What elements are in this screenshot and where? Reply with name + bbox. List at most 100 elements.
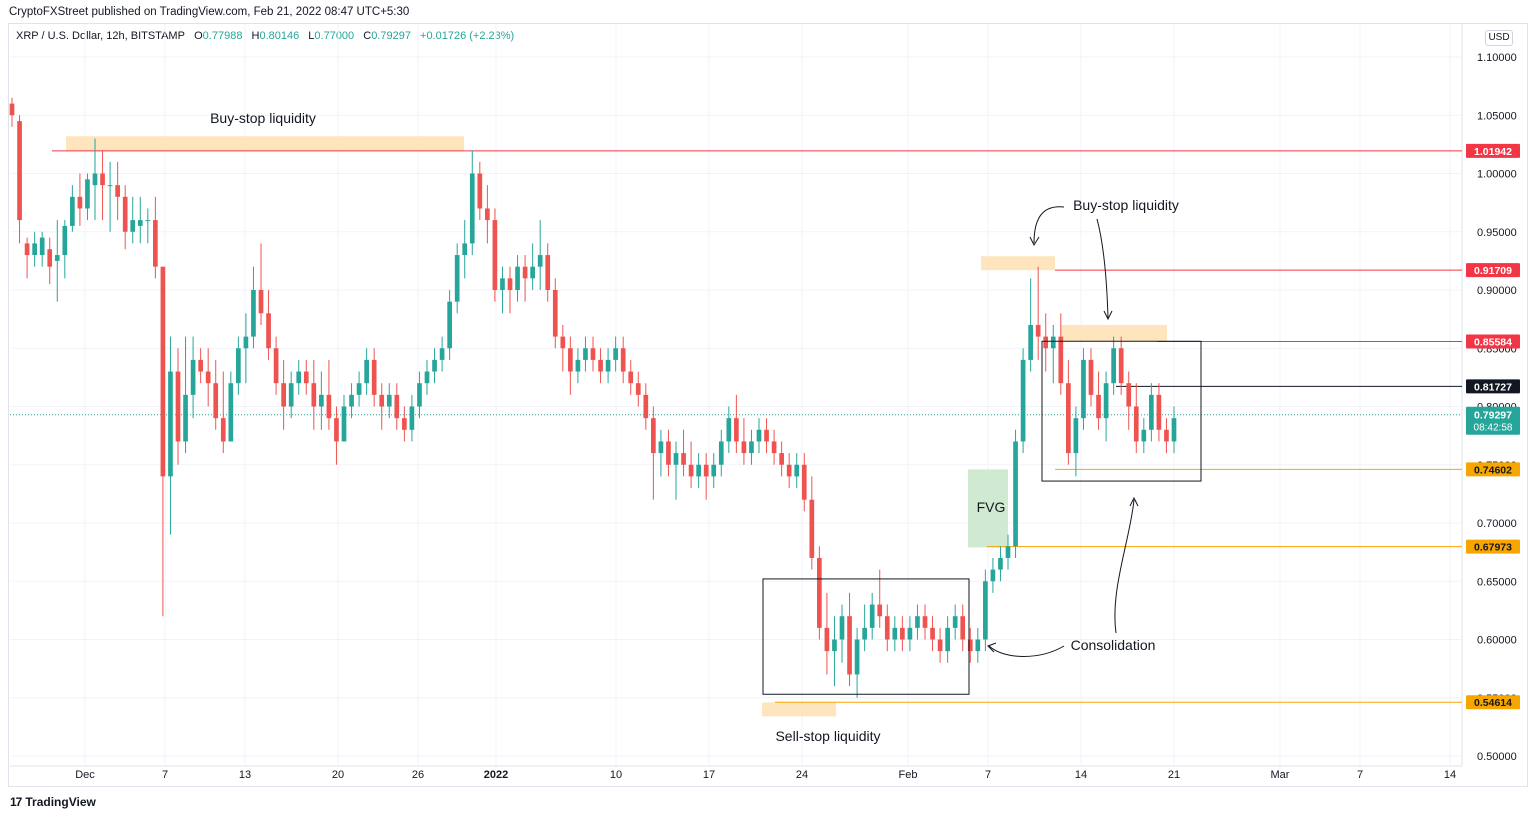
candle-body — [1126, 383, 1132, 407]
candle-body — [1058, 336, 1064, 384]
x-tick-label: 10 — [610, 769, 622, 781]
currency-button[interactable]: USD — [1485, 30, 1513, 46]
x-tick-label: 14 — [1444, 769, 1456, 781]
candle-body — [1149, 394, 1154, 430]
candle-body — [386, 394, 392, 407]
candle-body — [341, 406, 347, 442]
publisher-caption: CryptoFXStreet published on TradingView.… — [9, 6, 410, 18]
candle-body — [628, 371, 634, 384]
high-value: 0.80146 — [259, 30, 300, 42]
price-level-label: 0.67973 — [1474, 542, 1512, 554]
x-tick-label: Feb — [899, 769, 918, 781]
candle-body — [990, 569, 996, 582]
bar-countdown: 08:42:58 — [1474, 423, 1513, 434]
candle-body — [266, 313, 271, 349]
arrowhead-icon — [987, 642, 997, 653]
price-level-tag — [1466, 462, 1520, 477]
arrow-curve — [1096, 218, 1109, 319]
candle-body — [1066, 383, 1071, 454]
symbol-title: XRP / U.S. Dollar, 12h, BITSTAMP — [16, 30, 185, 42]
candle-body — [462, 243, 468, 256]
symbol-legend: XRP / U.S. Dollar, 12h, BITSTAMP O0.7798… — [16, 30, 520, 42]
current-price-tag — [1466, 406, 1520, 435]
candle-body — [651, 418, 656, 454]
candle-body — [92, 173, 98, 186]
candle-body — [590, 348, 596, 360]
candle-body — [1111, 348, 1116, 384]
candle-body — [1050, 336, 1056, 349]
candle-body — [877, 604, 883, 617]
candle-body — [85, 179, 90, 209]
annotation-label: Sell-stop liquidity — [775, 728, 880, 744]
arrowhead-icon — [1129, 496, 1139, 507]
candle-body — [960, 616, 966, 640]
candle-body — [243, 336, 249, 349]
candle-body — [168, 371, 173, 477]
candle-body — [137, 220, 143, 226]
x-tick-label: 7 — [162, 769, 168, 781]
candle-body — [296, 371, 302, 384]
y-tick-label: 1.05000 — [1477, 110, 1517, 122]
candle-body — [786, 464, 792, 477]
y-tick-label: 0.65000 — [1477, 576, 1517, 588]
x-tick-label: Mar — [1271, 769, 1290, 781]
candle-body — [492, 220, 498, 290]
candle-body — [575, 359, 581, 372]
close-value: 0.79297 — [371, 30, 411, 42]
candle-body — [681, 453, 686, 465]
candle-body — [635, 383, 641, 395]
x-tick-label: 7 — [985, 769, 991, 781]
y-tick-label: 0.95000 — [1477, 227, 1517, 239]
open-label: O — [194, 30, 203, 42]
high-label: H — [251, 30, 260, 42]
candle-body — [620, 348, 626, 372]
x-tick-label: 24 — [796, 769, 808, 781]
candle-body — [756, 429, 762, 442]
candle-body — [643, 394, 649, 419]
candle-body — [394, 394, 400, 419]
arrow-curve — [1114, 499, 1135, 634]
candle-body — [666, 441, 671, 465]
candle-body — [32, 243, 37, 256]
x-tick-label: 2022 — [484, 769, 508, 781]
candle-body — [764, 429, 769, 442]
candle-body — [930, 627, 935, 640]
candle-body — [409, 406, 415, 430]
candle-body — [545, 255, 551, 290]
candle-body — [334, 418, 339, 442]
price-level-tag — [1466, 379, 1520, 394]
candle-body — [915, 616, 920, 628]
price-level-tag — [1466, 143, 1520, 158]
y-tick-label: 0.50000 — [1477, 751, 1517, 763]
candle-body — [1020, 359, 1026, 442]
candle-body — [251, 290, 256, 337]
candle-body — [507, 278, 513, 290]
candle-body — [424, 371, 430, 384]
candle-body — [1043, 336, 1049, 349]
candle-body — [1096, 394, 1101, 419]
liquidity-zone — [981, 256, 1055, 271]
candle-body — [937, 639, 943, 652]
candle-body — [153, 220, 158, 267]
candle-body — [183, 394, 188, 442]
price-level-tag — [1466, 263, 1520, 278]
candle-body — [658, 441, 664, 454]
candle-body — [530, 266, 535, 279]
candle-body — [500, 278, 505, 290]
candle-body — [613, 348, 618, 360]
candle-body — [288, 383, 294, 407]
candle-body — [311, 383, 317, 407]
candle-body — [1164, 429, 1169, 442]
candle-body — [62, 225, 68, 256]
candle-body — [1088, 359, 1094, 395]
candle-body — [1103, 383, 1109, 419]
x-tick-label: 21 — [1168, 769, 1180, 781]
x-tick-label: 17 — [703, 769, 715, 781]
candle-body — [485, 208, 490, 221]
candle-body — [100, 173, 105, 186]
current-price-label: 0.79297 — [1474, 410, 1512, 422]
chart-frame — [8, 23, 1528, 787]
candle-body — [70, 196, 75, 226]
low-value: 0.77000 — [314, 30, 355, 42]
